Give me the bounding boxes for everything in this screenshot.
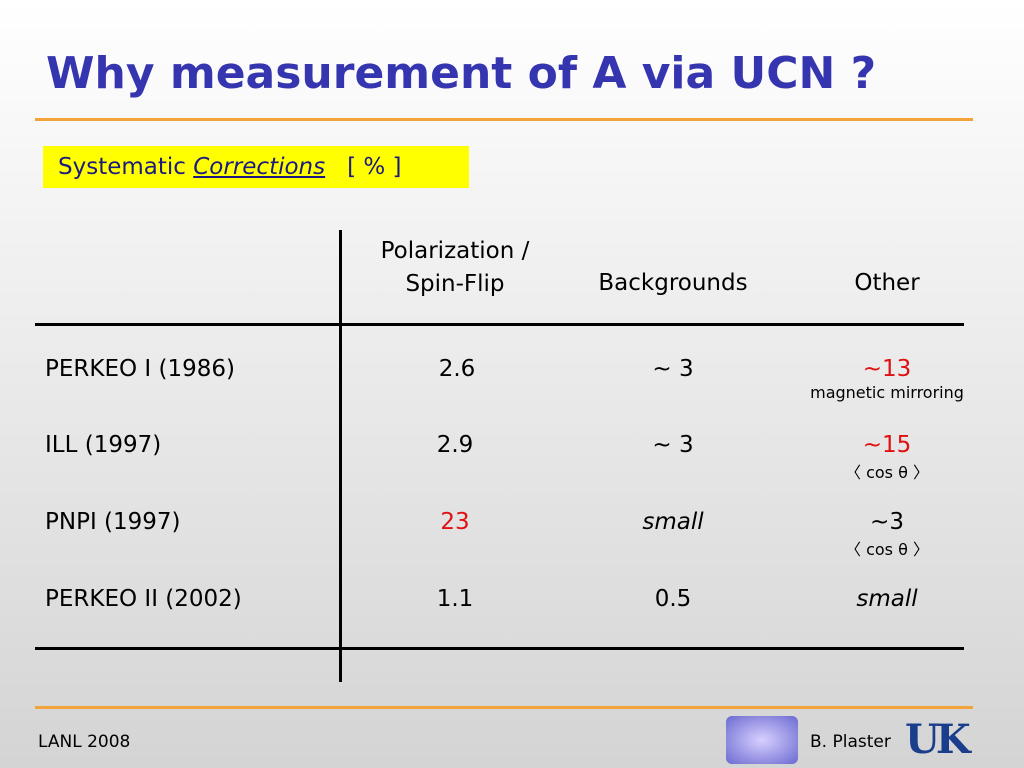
- cell: 2.6: [438, 356, 476, 382]
- cell: small: [856, 586, 918, 612]
- cell: 1.1: [436, 586, 474, 612]
- column-header: Other: [854, 270, 920, 296]
- cell: ~ 3: [652, 356, 694, 382]
- subtitle-emphasis: Corrections: [193, 154, 326, 180]
- footer-left: LANL 2008: [38, 732, 131, 752]
- column-header: Spin-Flip: [405, 271, 505, 297]
- subtitle-lead: Systematic: [58, 154, 186, 180]
- footer-author: B. Plaster: [810, 732, 891, 752]
- row-label: PERKEO I (1986): [45, 356, 235, 382]
- subtitle-box: [43, 146, 469, 188]
- title-rule: [35, 118, 973, 121]
- column-header: Backgrounds: [598, 270, 748, 296]
- uk-logo: UK: [905, 716, 971, 763]
- cell: 0.5: [654, 586, 692, 612]
- row-label: PERKEO II (2002): [45, 586, 242, 612]
- footer-rule: [35, 706, 973, 709]
- row-label: ILL (1997): [45, 432, 162, 458]
- cell-note: magnetic mirroring: [810, 383, 964, 402]
- header-rule: [35, 323, 964, 326]
- cell-note: 〈 cos θ 〉: [845, 540, 929, 559]
- cell: 2.9: [436, 432, 474, 458]
- row-label: PNPI (1997): [45, 509, 181, 535]
- bottom-rule: [35, 647, 964, 650]
- column-header: Polarization /: [380, 238, 530, 264]
- subtitle-unit: [ % ]: [347, 154, 402, 180]
- cell: ~ 3: [652, 432, 694, 458]
- cell: small: [642, 509, 704, 535]
- column-rule: [339, 230, 342, 682]
- cell: ~13: [862, 356, 912, 382]
- cell: ~3: [870, 509, 904, 535]
- title: Why measurement of A via UCN ?: [46, 48, 877, 99]
- cell: ~15: [862, 432, 912, 458]
- subtitle: Systematic Corrections [ % ]: [58, 154, 402, 180]
- cell: 23: [440, 509, 470, 535]
- cell-note: 〈 cos θ 〉: [845, 463, 929, 482]
- office-logo: [726, 716, 798, 764]
